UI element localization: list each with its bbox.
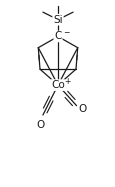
Text: Co: Co xyxy=(51,80,64,90)
Text: O: O xyxy=(78,104,86,114)
Text: O: O xyxy=(36,120,44,130)
Text: Si: Si xyxy=(53,15,62,25)
Text: C: C xyxy=(54,31,61,42)
Text: +: + xyxy=(64,77,70,86)
Text: −: − xyxy=(63,29,69,38)
